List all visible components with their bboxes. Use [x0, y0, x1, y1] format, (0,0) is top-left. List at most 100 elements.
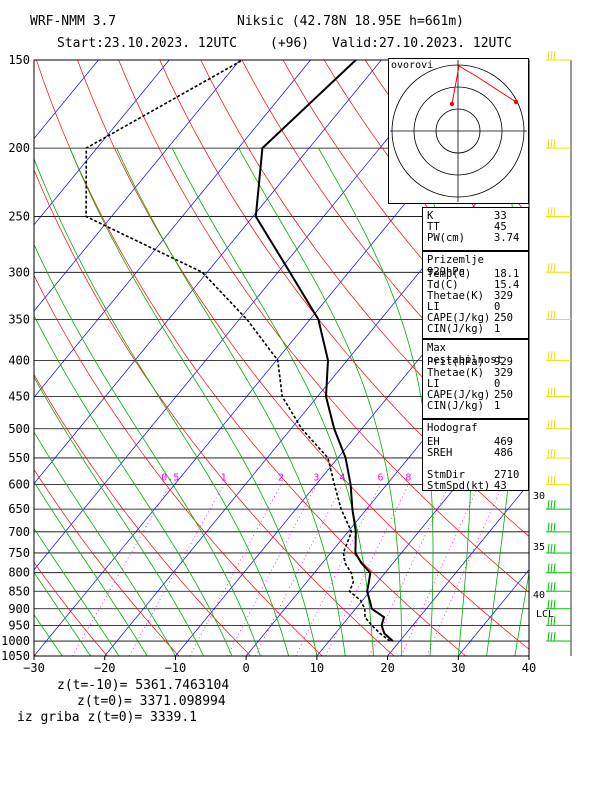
footer-z-grib: iz griba z(t=0)= 3339.1	[17, 710, 198, 725]
box-value: 329	[494, 367, 513, 379]
moist-adiabat	[34, 314, 233, 656]
wind-barb	[546, 599, 571, 610]
moist-adiabat	[34, 571, 91, 656]
moist-adiabat	[34, 243, 261, 656]
wind-barb	[546, 419, 571, 430]
surface-box: Prizemlje 929hPa Temp(C) 18.1 Td(C) 15.4 Thet…	[422, 251, 529, 339]
box-value: 43	[494, 480, 507, 492]
wind-barb	[546, 310, 571, 321]
indices-box: K 33 TT 45 PW(cm) 3.74	[422, 207, 529, 251]
max-instability-box: Max nestabilnost Prit(hPa) 929 Thetae(K) 329…	[422, 339, 529, 419]
pressure-tick-label: 400	[8, 353, 30, 367]
box-title: Hodograf	[427, 422, 478, 434]
box-key: LI	[427, 301, 440, 313]
moist-adiabat	[34, 481, 148, 656]
box-key: CIN(J/kg)	[427, 400, 484, 412]
box-key: Td(C)	[427, 279, 459, 291]
dry-adiabat	[34, 274, 323, 656]
box-key: LI	[427, 378, 440, 390]
moist-adiabat	[116, 147, 346, 656]
box-key: TT	[427, 221, 440, 233]
isotherm--10	[175, 224, 529, 656]
temp-tick-label: 30	[451, 661, 465, 675]
footer-z-0: z(t=0)= 3371.098994	[77, 694, 226, 709]
mixing-ratio-label: 4	[339, 473, 345, 484]
lcl-label: LCL	[536, 609, 555, 620]
isotherm--80	[34, 60, 170, 226]
dry-adiabat	[34, 561, 108, 656]
dry-adiabat	[159, 60, 529, 537]
lead-label: (+96)	[270, 36, 310, 51]
hodograph-label: ovorovi	[391, 60, 434, 71]
moist-adiabat	[171, 147, 374, 656]
dry-adiabat	[200, 60, 529, 482]
pressure-tick-label: 750	[8, 546, 30, 560]
box-value: 18.1	[494, 268, 520, 280]
temp-tick-label: 20	[380, 661, 394, 675]
wind-barb	[546, 387, 571, 397]
isotherm--70	[34, 60, 241, 312]
pressure-tick-label: 1050	[1, 649, 30, 663]
isotherm-40	[528, 655, 529, 656]
box-value: 469	[494, 436, 513, 448]
isotherm--40	[34, 60, 453, 571]
mixing-ratio-line	[400, 484, 480, 656]
box-key: StmDir	[427, 469, 465, 481]
box-key: Thetae(K)	[427, 290, 484, 302]
moist-adiabat	[34, 431, 176, 656]
pressure-tick-label: 500	[8, 422, 30, 436]
box-key: StmSpd(kt)	[427, 480, 491, 492]
box-value: 2710	[494, 469, 520, 481]
box-key: Prit(hPa)	[427, 356, 484, 368]
box-key: CIN(J/kg)	[427, 323, 484, 335]
moist-adiabat	[69, 147, 318, 656]
box-key: Temp(C)	[427, 268, 472, 280]
wind-barb	[546, 543, 571, 554]
hodograph-panel: ovorovi	[388, 58, 529, 204]
dry-adiabat	[36, 60, 467, 656]
mixing-ratio-line	[128, 484, 225, 656]
moist-adiabat	[34, 376, 205, 656]
box-value: 1	[494, 400, 501, 412]
box-value: 3.74	[494, 232, 520, 244]
box-value: 33	[494, 210, 507, 222]
box-key: EH	[427, 436, 440, 448]
temp-tick-label: −30	[23, 661, 45, 675]
box-value: 329	[494, 290, 513, 302]
pressure-tick-label: 950	[8, 618, 30, 632]
dry-adiabat	[571, 60, 600, 656]
moist-adiabat	[34, 527, 120, 656]
pressure-tick-label: 700	[8, 525, 30, 539]
plot-frame	[33, 59, 530, 657]
box-key: K	[427, 210, 434, 222]
wind-barb	[546, 263, 571, 273]
temp-tick-label: 40	[522, 661, 536, 675]
model-label: WRF-NMM 3.7	[30, 14, 117, 29]
wind-barb	[546, 632, 571, 642]
wind-barb	[546, 50, 571, 61]
dry-adiabat	[34, 168, 395, 656]
temp-tick-label: 0	[243, 661, 250, 675]
mixing-ratio-label: 3	[313, 473, 319, 484]
isotherm--50	[34, 60, 382, 485]
pressure-tick-label: 450	[8, 389, 30, 403]
wind-barb	[546, 139, 571, 149]
moist-adiabat	[514, 570, 529, 656]
isotherm-20	[387, 482, 529, 656]
temperature-profile	[254, 60, 394, 642]
mixing-ratio-line	[426, 484, 504, 656]
mixing-ratio-label: 0.5	[161, 473, 179, 484]
station-label: Niksic (42.78N 18.95E h=661m)	[237, 14, 464, 29]
pressure-tick-label: 150	[8, 53, 30, 67]
pressure-tick-label: 250	[8, 209, 30, 223]
isotherm--60	[34, 60, 311, 398]
pressure-tick-label: 550	[8, 451, 30, 465]
box-key: SREH	[427, 447, 453, 459]
wind-barb	[546, 500, 571, 510]
wind-barb	[546, 351, 571, 361]
mixing-ratio-label: 2	[278, 473, 284, 484]
dry-adiabat	[77, 60, 529, 650]
wind-barb	[546, 448, 571, 459]
mixing-ratio-label: 6	[377, 473, 383, 484]
